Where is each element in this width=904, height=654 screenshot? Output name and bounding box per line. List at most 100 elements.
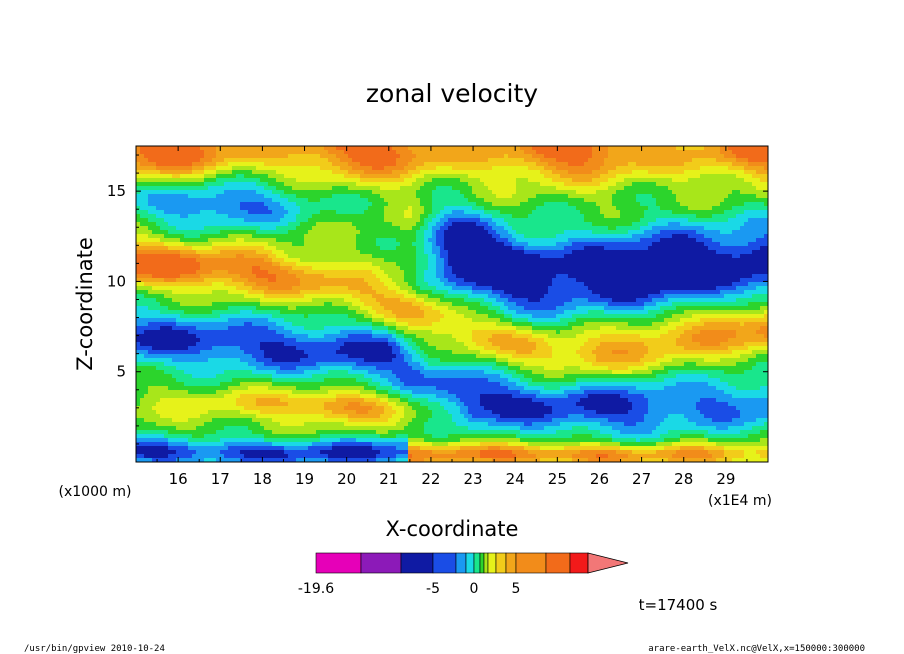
field-cell [680, 266, 685, 271]
field-cell [524, 154, 529, 159]
field-cell [236, 190, 241, 195]
field-cell [220, 234, 225, 239]
field-cell [240, 178, 245, 183]
field-cell [380, 194, 385, 199]
field-cell [480, 218, 485, 223]
field-cell [424, 150, 429, 155]
field-cell [288, 150, 293, 155]
field-cell [176, 174, 181, 179]
field-cell [264, 158, 269, 163]
field-cell [400, 218, 405, 223]
field-cell [304, 202, 309, 207]
field-cell [384, 206, 389, 211]
field-cell [660, 230, 665, 235]
field-cell [712, 154, 717, 159]
field-cell [372, 230, 377, 235]
field-cell [196, 262, 201, 267]
field-cell [280, 214, 285, 219]
field-cell [236, 234, 241, 239]
field-cell [320, 158, 325, 163]
field-cell [268, 230, 273, 235]
field-cell [296, 198, 301, 203]
field-cell [392, 238, 397, 243]
field-cell [540, 194, 545, 199]
field-cell [316, 146, 321, 151]
field-cell [468, 150, 473, 155]
field-cell [736, 146, 741, 151]
field-cell [152, 226, 157, 231]
field-cell [160, 218, 165, 223]
field-cell [480, 162, 485, 167]
field-cell [624, 202, 629, 207]
field-cell [312, 258, 317, 263]
field-cell [580, 146, 585, 151]
field-cell [648, 262, 653, 267]
field-cell [376, 150, 381, 155]
field-cell [380, 230, 385, 235]
field-cell [436, 190, 441, 195]
field-cell [200, 178, 205, 183]
field-cell [244, 214, 249, 219]
field-cell [516, 234, 521, 239]
field-cell [464, 178, 469, 183]
field-cell [600, 242, 605, 247]
field-cell [628, 170, 633, 175]
field-cell [464, 214, 469, 219]
field-cell [332, 234, 337, 239]
field-cell [728, 150, 733, 155]
field-cell [300, 234, 305, 239]
field-cell [456, 186, 461, 191]
field-cell [316, 178, 321, 183]
field-cell [288, 262, 293, 267]
field-cell [752, 182, 757, 187]
field-cell [488, 174, 493, 179]
field-cell [704, 226, 709, 231]
field-cell [276, 154, 281, 159]
field-cell [636, 214, 641, 219]
field-cell [728, 178, 733, 183]
field-cell [596, 222, 601, 227]
field-cell [180, 174, 185, 179]
field-cell [464, 150, 469, 155]
field-cell [488, 262, 493, 267]
field-cell [604, 262, 609, 267]
field-cell [364, 174, 369, 179]
field-cell [340, 150, 345, 155]
field-cell [172, 254, 177, 259]
field-cell [208, 186, 213, 191]
field-cell [148, 170, 153, 175]
field-cell [376, 210, 381, 215]
field-cell [348, 238, 353, 243]
field-cell [188, 166, 193, 171]
field-cell [456, 226, 461, 231]
field-cell [312, 150, 317, 155]
field-cell [192, 170, 197, 175]
field-cell [228, 226, 233, 231]
field-cell [660, 266, 665, 271]
field-cell [176, 242, 181, 247]
field-cell [444, 150, 449, 155]
field-cell [532, 214, 537, 219]
field-cell [276, 158, 281, 163]
field-cell [472, 262, 477, 267]
field-cell [428, 254, 433, 259]
field-cell [412, 210, 417, 215]
field-cell [312, 242, 317, 247]
field-cell [272, 266, 277, 271]
field-cell [496, 242, 501, 247]
field-cell [412, 242, 417, 247]
field-cell [660, 166, 665, 171]
field-cell [740, 206, 745, 211]
field-cell [272, 258, 277, 263]
field-cell [740, 194, 745, 199]
field-cell [268, 174, 273, 179]
field-cell [668, 218, 673, 223]
field-cell [348, 182, 353, 187]
field-cell [192, 230, 197, 235]
field-cell [504, 214, 509, 219]
field-cell [580, 194, 585, 199]
field-cell [144, 270, 149, 275]
field-cell [140, 250, 145, 255]
field-cell [460, 266, 465, 271]
field-cell [620, 250, 625, 255]
